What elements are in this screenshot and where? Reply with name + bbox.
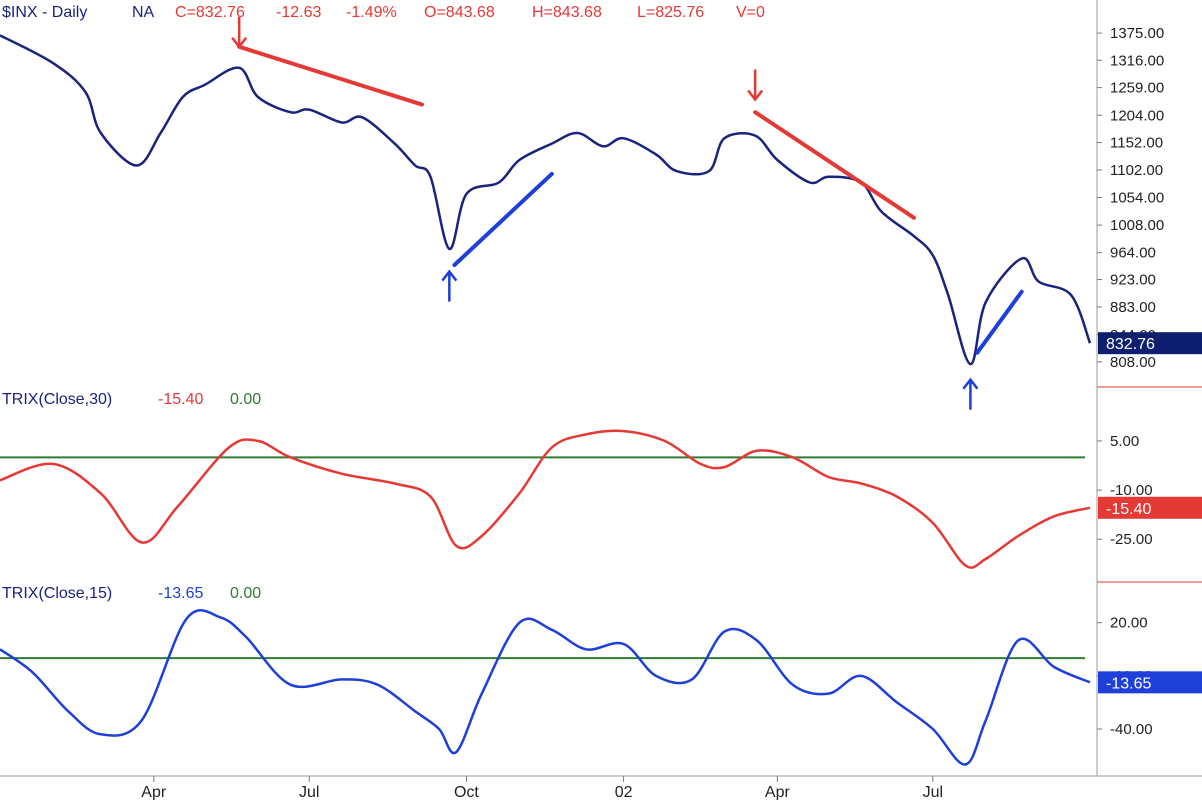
change-percent: -1.49%: [346, 4, 397, 21]
price-line: [0, 34, 1092, 366]
low-value: L=825.76: [637, 4, 704, 21]
exchange-label: NA: [132, 4, 155, 21]
y-tick-label: 1204.00: [1110, 107, 1164, 124]
last-value-label: -15.40: [1106, 501, 1151, 518]
last-value-badge: [1098, 496, 1202, 519]
y-tick-label: 5.00: [1110, 433, 1139, 450]
y-tick-label: 883.00: [1110, 299, 1156, 316]
trendline: [237, 44, 424, 107]
high-value: H=843.68: [532, 4, 602, 21]
down-arrow-icon: [747, 69, 764, 102]
y-tick-label: -10.00: [1110, 482, 1153, 499]
last-value-badge: [1098, 332, 1202, 355]
y-tick-label: 1008.00: [1110, 217, 1164, 234]
trix30-value: -15.40: [158, 391, 203, 408]
axis-labels: 1375.00 1316.00 1259.00 1204.00 1152.00 1102.…: [141, 25, 1202, 801]
volume-value: V=0: [736, 4, 765, 21]
trendline: [975, 289, 1024, 355]
trix15-signal-value: 0.00: [230, 585, 261, 602]
y-tick-label: 808.00: [1110, 354, 1156, 371]
y-tick-label: -40.00: [1110, 721, 1153, 738]
arrow-head: [441, 269, 458, 282]
series-layer: [0, 34, 1092, 766]
y-tick-label: 1316.00: [1110, 52, 1164, 69]
trix30-title: TRIX(Close,30): [2, 391, 112, 408]
x-tick-label: 02: [615, 784, 633, 800]
trix30-signal-value: 0.00: [230, 391, 261, 408]
price-header: $INX - Daily NA C=832.76 -12.63 -1.49% O…: [2, 4, 765, 21]
trix15-line: [0, 609, 1091, 766]
trix30-line: [0, 429, 1091, 569]
trix15-legend: TRIX(Close,15) -13.65 0.00: [2, 585, 261, 602]
arrow-head: [962, 377, 979, 390]
last-value-badge: [1098, 671, 1202, 694]
trendline: [753, 110, 917, 220]
y-tick-label: 923.00: [1110, 272, 1156, 289]
y-tick-label: 1054.00: [1110, 190, 1164, 207]
close-value: C=832.76: [175, 4, 245, 21]
last-value-label: -13.65: [1106, 675, 1151, 692]
x-tick-label: Jul: [923, 784, 943, 800]
annotation-layer: [231, 16, 1024, 410]
y-tick-label: 1102.00: [1110, 162, 1163, 179]
y-tick-label: 1259.00: [1110, 80, 1164, 97]
down-arrow-icon: [231, 16, 248, 49]
y-tick-label: 20.00: [1110, 615, 1148, 632]
axes-and-separators: [0, 0, 1202, 777]
open-value: O=843.68: [424, 4, 495, 21]
symbol-label: $INX - Daily: [2, 4, 87, 21]
x-tick-label: Oct: [454, 784, 479, 800]
x-tick-label: Apr: [765, 784, 791, 800]
y-tick-label: 964.00: [1110, 245, 1156, 262]
trix15-title: TRIX(Close,15): [2, 585, 112, 602]
y-tick-label: 1375.00: [1110, 25, 1164, 42]
last-value-label: 832.76: [1106, 336, 1155, 353]
change-value: -12.63: [276, 4, 321, 21]
x-tick-label: Apr: [141, 784, 167, 800]
x-tick-label: Jul: [299, 784, 319, 800]
trix15-value: -13.65: [158, 585, 203, 602]
trix30-legend: TRIX(Close,30) -15.40 0.00: [2, 391, 261, 408]
y-tick-label: -25.00: [1110, 531, 1153, 548]
up-arrow-icon: [441, 269, 458, 302]
up-arrow-icon: [962, 377, 979, 410]
arrow-head: [747, 89, 764, 102]
y-tick-label: 1152.00: [1110, 135, 1163, 152]
trendline: [452, 171, 554, 268]
